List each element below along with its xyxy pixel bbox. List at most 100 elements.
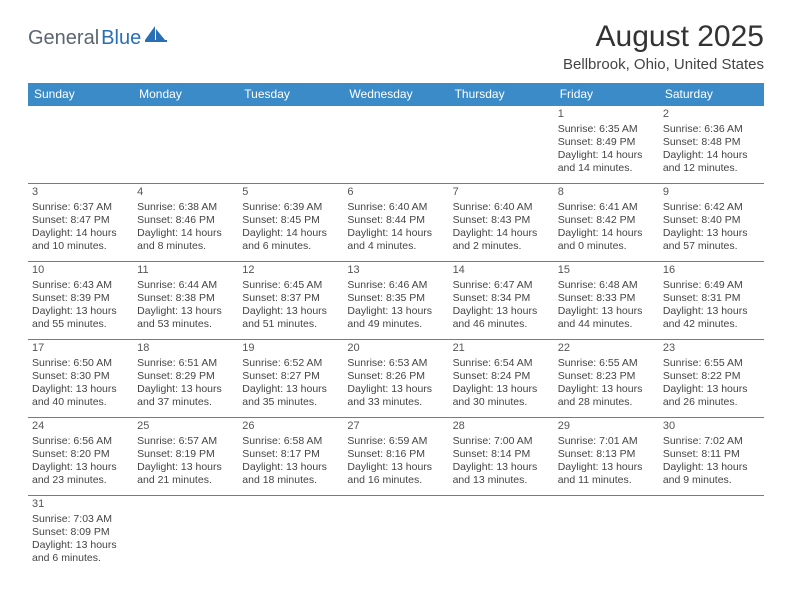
day-number: 2 [663,108,760,122]
cell-text: Sunset: 8:26 PM [347,370,444,383]
calendar-cell [343,496,448,574]
cell-text: Daylight: 13 hours [347,305,444,318]
cell-text: Daylight: 13 hours [453,461,550,474]
cell-text: and 30 minutes. [453,396,550,409]
logo: General Blue [28,26,167,51]
cell-text: Daylight: 13 hours [453,383,550,396]
cell-text: and 57 minutes. [663,240,760,253]
calendar-cell: 12Sunrise: 6:45 AMSunset: 8:37 PMDayligh… [238,262,343,340]
cell-text: Sunrise: 6:40 AM [347,201,444,214]
cell-text: Sunrise: 6:51 AM [137,357,234,370]
cell-text: Sunset: 8:22 PM [663,370,760,383]
logo-text-blue: Blue [101,27,141,50]
cell-text: Sunset: 8:16 PM [347,448,444,461]
cell-text: Sunrise: 6:54 AM [453,357,550,370]
logo-text-general: General [28,27,99,50]
cell-text: Daylight: 14 hours [558,149,655,162]
cell-text: Sunset: 8:35 PM [347,292,444,305]
cell-text: Daylight: 13 hours [242,383,339,396]
cell-text: Daylight: 13 hours [558,383,655,396]
cell-text: Sunset: 8:45 PM [242,214,339,227]
day-number: 7 [453,186,550,200]
cell-text: Daylight: 13 hours [347,383,444,396]
cell-text: Sunset: 8:13 PM [558,448,655,461]
table-row: 31Sunrise: 7:03 AMSunset: 8:09 PMDayligh… [28,496,764,574]
location-subtitle: Bellbrook, Ohio, United States [563,56,764,73]
cell-text: Sunrise: 6:53 AM [347,357,444,370]
calendar-cell: 29Sunrise: 7:01 AMSunset: 8:13 PMDayligh… [554,418,659,496]
cell-text: Daylight: 13 hours [558,305,655,318]
calendar-cell: 20Sunrise: 6:53 AMSunset: 8:26 PMDayligh… [343,340,448,418]
day-number: 30 [663,420,760,434]
page-title: August 2025 [563,20,764,54]
cell-text: Sunset: 8:33 PM [558,292,655,305]
calendar-cell: 19Sunrise: 6:52 AMSunset: 8:27 PMDayligh… [238,340,343,418]
day-number: 1 [558,108,655,122]
day-number: 11 [137,264,234,278]
cell-text: Sunset: 8:34 PM [453,292,550,305]
day-number: 16 [663,264,760,278]
calendar-cell: 4Sunrise: 6:38 AMSunset: 8:46 PMDaylight… [133,184,238,262]
cell-text: and 18 minutes. [242,474,339,487]
cell-text: and 6 minutes. [32,552,129,565]
cell-text: Sunrise: 6:48 AM [558,279,655,292]
cell-text: Sunrise: 6:42 AM [663,201,760,214]
calendar-cell: 2Sunrise: 6:36 AMSunset: 8:48 PMDaylight… [659,106,764,184]
day-number: 10 [32,264,129,278]
day-number: 9 [663,186,760,200]
cell-text: Daylight: 14 hours [32,227,129,240]
calendar-cell: 26Sunrise: 6:58 AMSunset: 8:17 PMDayligh… [238,418,343,496]
cell-text: Sunrise: 7:01 AM [558,435,655,448]
calendar-cell: 30Sunrise: 7:02 AMSunset: 8:11 PMDayligh… [659,418,764,496]
day-number: 14 [453,264,550,278]
table-row: 17Sunrise: 6:50 AMSunset: 8:30 PMDayligh… [28,340,764,418]
cell-text: Sunset: 8:27 PM [242,370,339,383]
calendar-cell: 11Sunrise: 6:44 AMSunset: 8:38 PMDayligh… [133,262,238,340]
cell-text: and 33 minutes. [347,396,444,409]
calendar-cell [28,106,133,184]
cell-text: Daylight: 14 hours [137,227,234,240]
day-header: Sunday [28,83,133,106]
cell-text: Sunrise: 6:37 AM [32,201,129,214]
cell-text: Daylight: 14 hours [558,227,655,240]
calendar-cell: 25Sunrise: 6:57 AMSunset: 8:19 PMDayligh… [133,418,238,496]
calendar-cell: 3Sunrise: 6:37 AMSunset: 8:47 PMDaylight… [28,184,133,262]
day-number: 27 [347,420,444,434]
day-number: 25 [137,420,234,434]
calendar-cell: 5Sunrise: 6:39 AMSunset: 8:45 PMDaylight… [238,184,343,262]
calendar-cell: 28Sunrise: 7:00 AMSunset: 8:14 PMDayligh… [449,418,554,496]
cell-text: and 40 minutes. [32,396,129,409]
calendar-cell: 15Sunrise: 6:48 AMSunset: 8:33 PMDayligh… [554,262,659,340]
calendar-cell: 16Sunrise: 6:49 AMSunset: 8:31 PMDayligh… [659,262,764,340]
cell-text: and 16 minutes. [347,474,444,487]
cell-text: Sunrise: 6:49 AM [663,279,760,292]
day-number: 28 [453,420,550,434]
cell-text: and 53 minutes. [137,318,234,331]
cell-text: and 9 minutes. [663,474,760,487]
cell-text: and 26 minutes. [663,396,760,409]
day-number: 5 [242,186,339,200]
header: General Blue August 2025 Bellbrook, Ohio… [28,20,764,73]
cell-text: Sunset: 8:38 PM [137,292,234,305]
calendar-cell: 8Sunrise: 6:41 AMSunset: 8:42 PMDaylight… [554,184,659,262]
cell-text: and 21 minutes. [137,474,234,487]
cell-text: Sunrise: 6:40 AM [453,201,550,214]
day-number: 23 [663,342,760,356]
cell-text: and 37 minutes. [137,396,234,409]
cell-text: Sunrise: 6:35 AM [558,123,655,136]
title-block: August 2025 Bellbrook, Ohio, United Stat… [563,20,764,73]
cell-text: and 6 minutes. [242,240,339,253]
cell-text: Daylight: 13 hours [32,305,129,318]
cell-text: Sunset: 8:23 PM [558,370,655,383]
day-number: 18 [137,342,234,356]
cell-text: and 11 minutes. [558,474,655,487]
cell-text: and 35 minutes. [242,396,339,409]
table-row: 10Sunrise: 6:43 AMSunset: 8:39 PMDayligh… [28,262,764,340]
cell-text: Sunrise: 6:43 AM [32,279,129,292]
cell-text: Daylight: 14 hours [347,227,444,240]
cell-text: Daylight: 13 hours [137,461,234,474]
calendar-cell [449,496,554,574]
cell-text: Sunset: 8:49 PM [558,136,655,149]
cell-text: and 46 minutes. [453,318,550,331]
cell-text: Daylight: 13 hours [663,227,760,240]
